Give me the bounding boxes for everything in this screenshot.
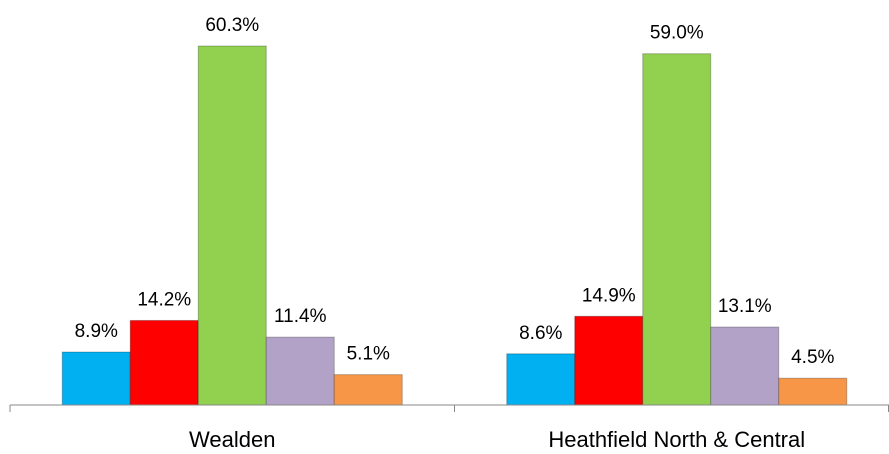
bar [197, 45, 267, 406]
value-label: 4.5% [791, 347, 834, 368]
x-tick-label: Heathfield North & Central [548, 427, 805, 452]
bar [506, 353, 576, 406]
value-label: 8.6% [519, 323, 562, 344]
bar [265, 336, 335, 406]
bar [129, 319, 199, 406]
bar [778, 377, 848, 406]
value-label: 14.9% [582, 285, 636, 306]
value-label: 60.3% [205, 15, 259, 36]
bar [61, 351, 131, 406]
value-label: 59.0% [650, 23, 704, 44]
value-label: 13.1% [718, 296, 772, 317]
value-label: 5.1% [347, 344, 390, 365]
value-label: 8.9% [75, 321, 118, 342]
bar [333, 374, 403, 406]
value-label: 14.2% [137, 289, 191, 310]
bar [642, 53, 712, 406]
bar [710, 326, 780, 406]
bar [574, 315, 644, 406]
value-label: 11.4% [274, 306, 327, 327]
x-tick-label: Wealden [189, 427, 275, 452]
